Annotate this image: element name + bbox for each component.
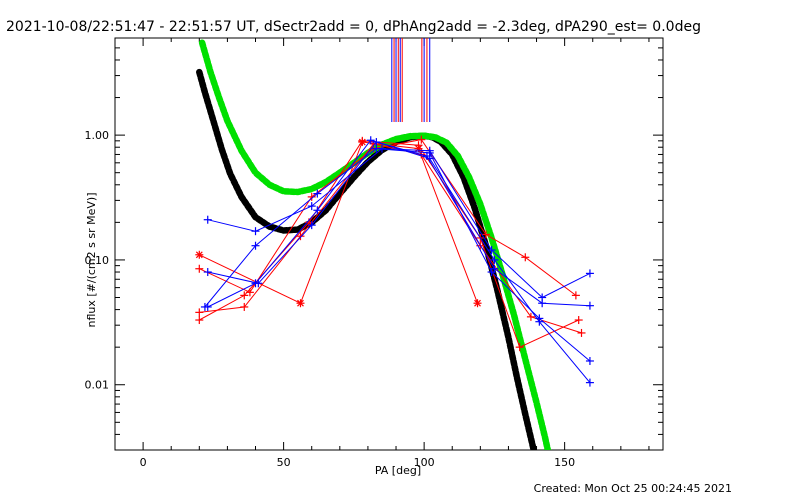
data-point — [481, 230, 490, 239]
data-point — [195, 250, 204, 259]
x-tick-label: 50 — [277, 456, 291, 469]
data-point — [366, 136, 375, 145]
data-point-d2 — [195, 251, 203, 259]
data-point — [490, 264, 499, 273]
data-point — [203, 268, 212, 277]
plot-frame — [114, 37, 664, 451]
data-point — [422, 152, 431, 161]
data-point — [313, 206, 322, 215]
data-point — [195, 264, 204, 273]
data-point — [425, 146, 434, 155]
data-point — [245, 288, 254, 297]
data-point-d2 — [297, 299, 304, 307]
vertical-markers — [391, 38, 431, 122]
data-point — [372, 138, 381, 147]
data-point — [490, 255, 499, 264]
data-point — [358, 138, 367, 147]
x-axis: 0 50 100 150 — [140, 38, 650, 469]
y-tick-label: 0.01 — [85, 379, 110, 392]
data-point — [296, 232, 305, 241]
data-point — [195, 308, 204, 317]
series-line — [207, 139, 591, 383]
data-point — [200, 302, 209, 311]
data-point — [307, 202, 316, 211]
data-point-d2 — [358, 138, 366, 146]
model-curve — [196, 68, 537, 450]
y-tick-label: 1.00 — [85, 129, 110, 142]
data-point — [535, 314, 544, 323]
data-point — [240, 291, 249, 300]
data-point — [296, 299, 305, 308]
x-tick-label: 150 — [554, 456, 575, 469]
series-line — [199, 139, 577, 296]
data-point — [377, 144, 386, 153]
data-point — [251, 241, 260, 250]
data-point — [515, 343, 524, 352]
series-line — [207, 148, 591, 299]
data-point — [313, 189, 322, 198]
x-tick-label: 100 — [414, 456, 435, 469]
data-point — [307, 221, 316, 230]
data-point — [473, 299, 482, 308]
data-point — [585, 269, 594, 278]
data-point — [417, 135, 426, 144]
data-point — [240, 302, 249, 311]
y-tick-label: 0.10 — [85, 254, 110, 267]
chart-title: 2021-10-08/22:51:47 - 22:51:57 UT, dSect… — [6, 19, 701, 35]
data-point — [307, 192, 316, 201]
model-curves — [196, 39, 552, 450]
data-point — [521, 253, 530, 262]
data-point — [195, 316, 204, 325]
data-point — [585, 301, 594, 310]
y-axis-label: nflux [#/(cm2 s sr MeV)] — [85, 193, 98, 328]
plot-border — [114, 37, 664, 451]
data-point — [585, 378, 594, 387]
x-tick-label: 0 — [140, 456, 147, 469]
data-point — [487, 246, 496, 255]
data-point — [577, 328, 586, 337]
y-axis: 0.01 0.10 1.00 — [85, 37, 663, 451]
data-point-d2 — [474, 299, 481, 307]
created-timestamp: Created: Mon Oct 25 00:24:45 2021 — [534, 482, 732, 495]
data-point — [526, 312, 535, 321]
data-point — [574, 316, 583, 325]
data-point — [571, 291, 580, 300]
x-axis-label: PA [deg] — [375, 464, 421, 477]
data-point — [538, 293, 547, 302]
series-line — [204, 148, 591, 362]
data-point — [585, 356, 594, 365]
data-series — [195, 135, 594, 387]
data-point — [254, 279, 263, 288]
data-point — [203, 215, 212, 224]
model-curve — [198, 39, 552, 450]
data-point — [251, 227, 260, 236]
